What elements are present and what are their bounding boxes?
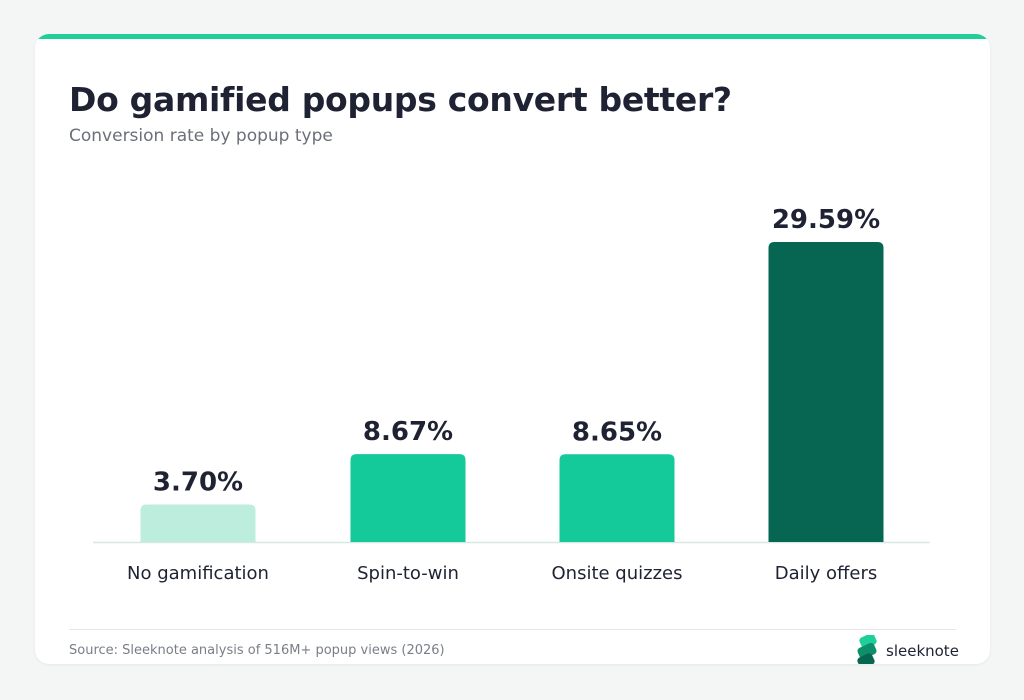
brand-logo: sleeknote — [853, 634, 959, 664]
footer-divider — [69, 629, 956, 630]
category-label: Daily offers — [775, 563, 878, 584]
chart-subtitle: Conversion rate by popup type — [69, 126, 333, 146]
value-label: 8.65% — [572, 417, 662, 447]
sleeknote-logo-icon — [857, 635, 877, 664]
category-label: Spin-to-win — [357, 563, 459, 584]
bar-spin-to-win — [350, 454, 466, 542]
accent-bar — [35, 34, 990, 39]
category-label: No gamification — [127, 563, 269, 584]
chart-card: Do gamified popups convert better? Conve… — [35, 34, 990, 664]
bar-onsite-quizzes — [559, 454, 675, 542]
value-label: 29.59% — [772, 205, 880, 235]
bar-daily-offers — [768, 242, 884, 542]
brand-name: sleeknote — [886, 642, 959, 660]
bar-no-gamification — [140, 504, 256, 542]
chart-title: Do gamified popups convert better? — [69, 80, 732, 119]
value-label: 8.67% — [363, 417, 453, 447]
bar-chart: 3.70% No gamification 8.67% Spin-to-win 8.65… — [93, 205, 930, 584]
source-note: Source: Sleeknote analysis of 516M+ popu… — [69, 643, 445, 658]
value-label: 3.70% — [153, 467, 243, 497]
category-label: Onsite quizzes — [552, 563, 683, 584]
